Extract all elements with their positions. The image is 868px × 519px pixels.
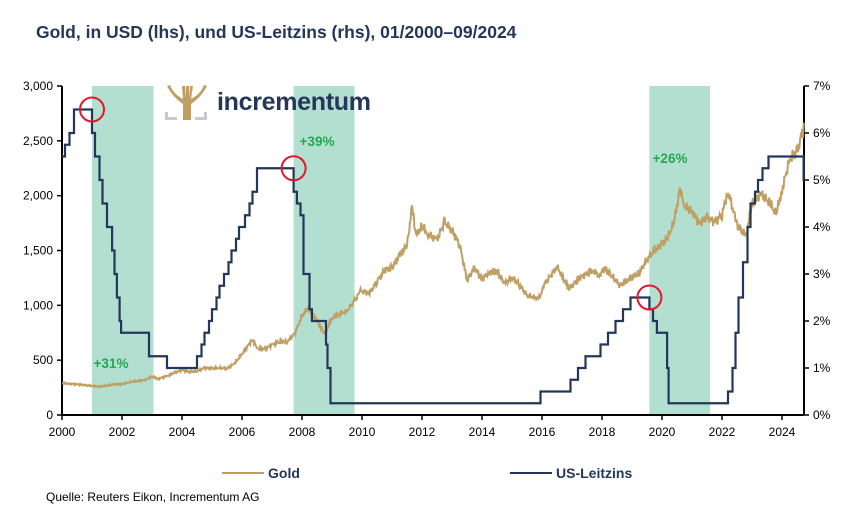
- legend-label-leitzins: US-Leitzins: [556, 465, 633, 481]
- series-lines: [61, 108, 806, 405]
- x-tick-label: 2002: [109, 425, 136, 439]
- y-left-tick-label: 1,500: [23, 244, 53, 258]
- x-tick-label: 2024: [769, 425, 796, 439]
- x-tick-label: 2018: [589, 425, 616, 439]
- series-line-leitzins: [62, 108, 805, 405]
- gain-annotation: +26%: [653, 151, 688, 166]
- y-right-tick-label: 4%: [813, 220, 831, 234]
- logo-text: incrementum: [217, 87, 371, 116]
- tree-logo-icon: [165, 85, 207, 120]
- y-left-tick-label: 2,000: [23, 189, 53, 203]
- highlight-circle: [636, 284, 663, 311]
- incrementum-logo: incrementum: [163, 84, 371, 120]
- y-right-tick-label: 1%: [813, 361, 831, 375]
- legend-label-gold: Gold: [268, 465, 300, 481]
- y-right-tick-label: 7%: [813, 79, 831, 93]
- x-tick-label: 2020: [649, 425, 676, 439]
- x-tick-label: 2008: [289, 425, 316, 439]
- x-tick-label: 2006: [229, 425, 256, 439]
- y-right-tick-label: 2%: [813, 314, 831, 328]
- y-right-tick-label: 5%: [813, 173, 831, 187]
- x-tick-label: 2012: [409, 425, 436, 439]
- shaded-period: [92, 86, 154, 415]
- y-left-tick-label: 1,000: [23, 298, 53, 312]
- source-note: Quelle: Reuters Eikon, Incrementum AG: [46, 490, 260, 504]
- chart-title: Gold, in USD (lhs), und US-Leitzins (rhs…: [36, 22, 517, 42]
- y-right-tick-label: 0%: [813, 408, 831, 422]
- y-left-tick-label: 3,000: [23, 79, 53, 93]
- gain-annotation: +31%: [94, 356, 129, 371]
- y-left-tick-label: 2,500: [23, 134, 53, 148]
- y-right-tick-label: 3%: [813, 267, 831, 281]
- y-left-tick-label: 0: [46, 408, 53, 422]
- shaded-period: [649, 86, 710, 415]
- legend-swatch-gold: [222, 472, 264, 474]
- x-tick-label: 2016: [529, 425, 556, 439]
- x-tick-label: 2010: [349, 425, 376, 439]
- y-right-tick-label: 6%: [813, 126, 831, 140]
- y-left-tick-label: 500: [33, 353, 53, 367]
- x-tick-label: 2022: [709, 425, 736, 439]
- highlight-circles: [79, 96, 663, 311]
- gain-annotation: +39%: [300, 134, 335, 149]
- highlight-circle: [79, 96, 105, 123]
- legend-item-gold: Gold: [222, 465, 300, 481]
- legend-swatch-leitzins: [510, 472, 552, 474]
- annotations: +31% +39% +26%: [94, 134, 688, 371]
- axes: 0 500 1,000 1,500 2,000 2,500 3,000 0% 1% 2% 3% 4% 5…: [23, 79, 831, 439]
- x-tick-label: 2014: [469, 425, 496, 439]
- x-tick-label: 2004: [169, 425, 196, 439]
- x-tick-label: 2000: [49, 425, 76, 439]
- legend-item-leitzins: US-Leitzins: [510, 465, 632, 481]
- series-line-gold: [61, 122, 806, 389]
- highlight-circle: [280, 155, 307, 182]
